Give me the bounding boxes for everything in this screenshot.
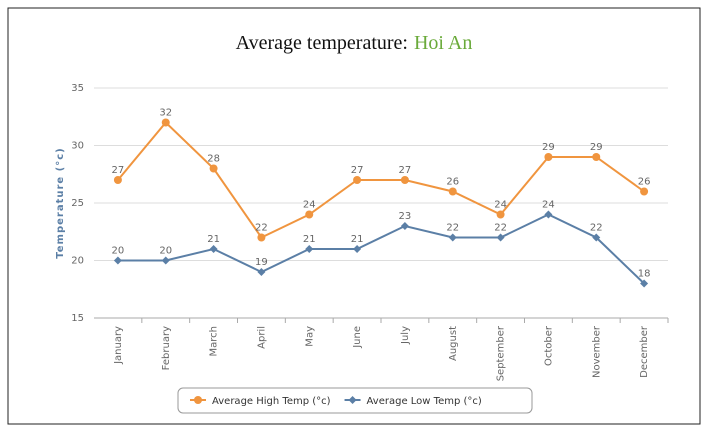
data-label: 24 bbox=[494, 200, 507, 211]
marker bbox=[209, 245, 218, 253]
data-label: 22 bbox=[590, 223, 603, 234]
data-label: 32 bbox=[159, 108, 172, 119]
marker bbox=[496, 233, 505, 242]
data-label: 19 bbox=[255, 257, 268, 268]
y-tick-label: 35 bbox=[71, 83, 84, 94]
marker bbox=[544, 153, 553, 161]
data-label: 24 bbox=[303, 200, 316, 211]
x-tick-label: November bbox=[591, 325, 602, 378]
data-label: 21 bbox=[351, 234, 364, 245]
x-tick-label: March bbox=[209, 326, 220, 356]
data-label: 20 bbox=[112, 246, 125, 257]
marker bbox=[400, 176, 409, 184]
marker bbox=[194, 396, 202, 404]
marker bbox=[448, 233, 457, 242]
series-line bbox=[117, 121, 645, 239]
data-label: 21 bbox=[303, 234, 316, 245]
x-tick-label: June bbox=[352, 326, 363, 349]
data-label: 29 bbox=[542, 142, 555, 153]
legend-label: Average Low Temp (°c) bbox=[367, 396, 482, 407]
data-label: 29 bbox=[590, 142, 603, 153]
x-tick-label: April bbox=[256, 326, 267, 349]
y-tick-label: 30 bbox=[71, 141, 84, 152]
frame bbox=[7, 7, 701, 425]
marker bbox=[353, 176, 362, 184]
marker bbox=[161, 256, 170, 265]
x-tick-label: October bbox=[543, 325, 554, 366]
series-line bbox=[117, 213, 645, 285]
y-tick-label: 15 bbox=[71, 313, 84, 324]
x-tick-label: July bbox=[400, 326, 411, 345]
marker bbox=[353, 245, 362, 253]
marker bbox=[257, 268, 266, 276]
marker bbox=[161, 118, 170, 127]
marker bbox=[305, 245, 314, 253]
marker bbox=[209, 164, 218, 173]
marker bbox=[305, 210, 314, 219]
marker bbox=[448, 187, 457, 196]
data-label: 21 bbox=[207, 234, 220, 245]
data-label: 26 bbox=[638, 177, 651, 188]
data-label: 28 bbox=[207, 154, 220, 165]
data-label: 22 bbox=[494, 223, 507, 234]
y-tick-label: 20 bbox=[71, 256, 84, 267]
data-label: 27 bbox=[112, 165, 125, 176]
x-tick-label: January bbox=[113, 326, 124, 365]
x-tick-label: August bbox=[448, 326, 459, 361]
marker bbox=[348, 396, 357, 404]
data-label: 27 bbox=[351, 165, 364, 176]
title-main: Average temperature: bbox=[236, 32, 408, 54]
marker bbox=[496, 210, 505, 219]
marker bbox=[640, 279, 649, 288]
y-tick-label: 25 bbox=[71, 198, 84, 209]
marker bbox=[113, 256, 122, 265]
x-tick-label: February bbox=[161, 326, 172, 370]
data-label: 20 bbox=[159, 246, 172, 257]
marker bbox=[592, 153, 601, 161]
x-tick-label: December bbox=[639, 325, 650, 378]
y-axis-title: Temperature (°c) bbox=[55, 147, 66, 258]
data-label: 22 bbox=[446, 223, 459, 234]
data-label: 26 bbox=[446, 177, 459, 188]
legend-label: Average High Temp (°c) bbox=[212, 396, 331, 407]
data-label: 22 bbox=[255, 223, 268, 234]
data-label: 18 bbox=[638, 269, 651, 280]
marker bbox=[257, 233, 266, 242]
marker bbox=[544, 210, 553, 219]
title-location: Hoi An bbox=[414, 32, 472, 54]
marker bbox=[400, 222, 409, 230]
marker bbox=[640, 187, 649, 196]
chart-title: Average temperature: Hoi An bbox=[236, 32, 473, 54]
marker bbox=[113, 176, 122, 184]
x-tick-label: September bbox=[496, 325, 507, 381]
data-label: 23 bbox=[399, 211, 412, 222]
data-label: 24 bbox=[542, 200, 555, 211]
x-tick-label: May bbox=[304, 326, 315, 347]
marker bbox=[592, 233, 601, 242]
data-label: 27 bbox=[399, 165, 412, 176]
